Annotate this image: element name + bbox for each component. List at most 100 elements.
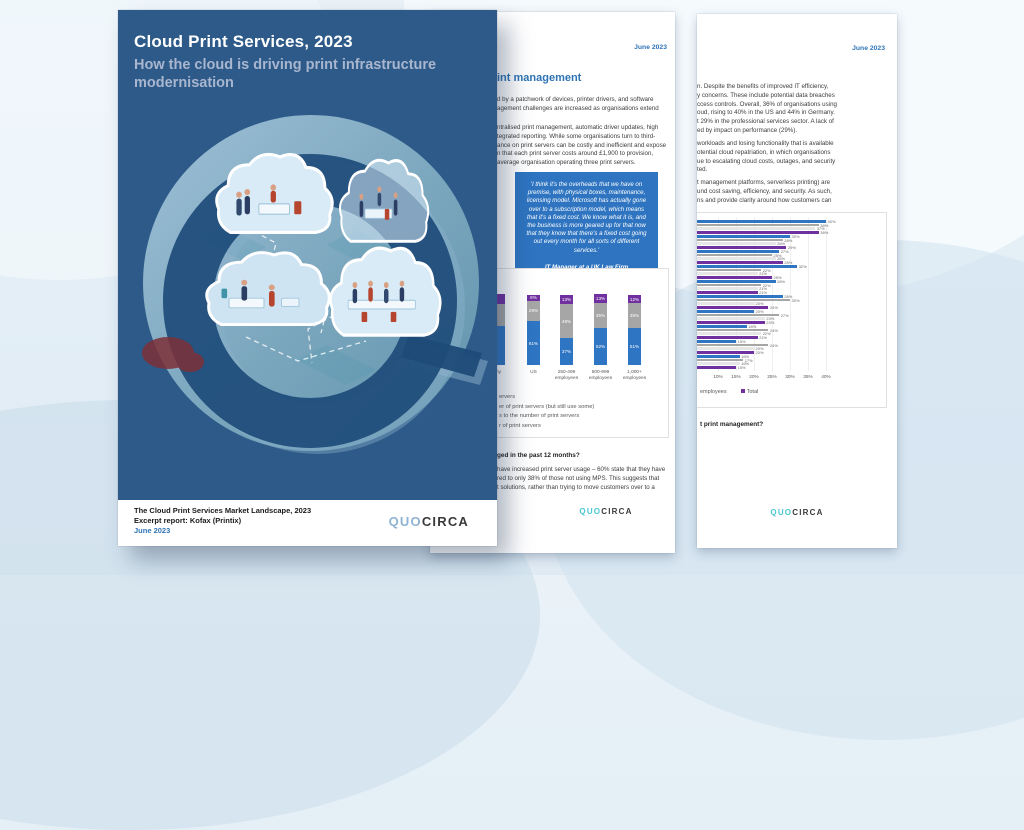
paragraph: d by a patchwork of devices, printer dri… <box>497 96 659 114</box>
pull-quote-box: 'I think it's the overheads that we have… <box>515 172 658 278</box>
text-line: t solutions, rather than trying to move … <box>497 483 655 491</box>
text-line: er of print servers (but still use some) <box>499 403 595 410</box>
quote-attribution: IT Manager at a UK Law Firm <box>523 264 650 271</box>
logo-circa: CIRCA <box>601 507 633 516</box>
hbar <box>697 355 740 358</box>
hbar <box>697 358 744 362</box>
bar-segment: 13% <box>560 294 573 305</box>
stacked-bar: 13% 48% 37% <box>560 294 573 365</box>
axis-tick-label: 40% <box>821 375 831 380</box>
page-date: June 2023 <box>634 44 667 51</box>
excerpt-report-label: Excerpt report: Kofax (Printix) <box>134 516 242 525</box>
logo-quo: QUO <box>579 507 602 516</box>
report-series-title: The Cloud Print Services Market Landscap… <box>134 506 312 515</box>
bar-segment: 8% <box>527 294 540 301</box>
hbar-value-label: 28% <box>784 294 793 300</box>
quocirca-logo: QUOCIRCA <box>389 514 469 529</box>
hbar <box>697 260 783 264</box>
hbar-value-label: 23% <box>766 316 775 322</box>
hbar-value-label: 28% <box>784 237 793 243</box>
hbar-value-label: 22% <box>762 267 771 273</box>
hbar <box>697 287 758 290</box>
bar-segment <box>492 293 505 304</box>
text-line: ed by impact on performance (29%). <box>697 126 798 134</box>
people-figures <box>236 184 302 216</box>
hbar-value-label: 24% <box>769 327 778 333</box>
text-line: agement challenges are increased as orga… <box>497 104 659 112</box>
grouped-bar-chart: 40% 38% 37% 38% 30% 28% 26% 29% 27% 25% 26% 28% 32% 2… <box>697 213 886 407</box>
cloud-icon <box>329 246 442 337</box>
hbar <box>697 265 798 268</box>
question-heading-fragment: ged in the past 12 months? <box>497 452 580 459</box>
gridline <box>790 217 791 371</box>
text-line: ns and provide clarity around how custom… <box>697 196 832 204</box>
hbar-value-label: 23% <box>766 320 775 325</box>
text-line: y concerns. These include potential data… <box>697 91 835 99</box>
text-line: d by a patchwork of devices, printer dri… <box>497 96 654 103</box>
paragraph: ntralised print management, automatic dr… <box>497 124 666 168</box>
hbar-value-label: 30% <box>791 234 800 240</box>
axis-tick-label: 15% <box>731 375 741 380</box>
hbar-value-label: 16% <box>741 354 750 360</box>
hbar-value-label: 21% <box>759 290 768 295</box>
hbar-value-label: 38% <box>820 222 829 228</box>
hbar <box>697 290 758 294</box>
bar-segment: 12% <box>628 294 641 304</box>
hbar-value-label: 28% <box>784 260 793 265</box>
q-tail <box>401 335 482 377</box>
logo-quo: QUO <box>770 508 793 517</box>
gridline <box>718 217 719 371</box>
chart-legend: ervers er of print servers (but still use… <box>499 393 594 431</box>
cover-subtitle: How the cloud is driving print infrastru… <box>134 57 437 91</box>
hbar-value-label: 20% <box>755 346 764 352</box>
text-line: red to only 38% of those not using MPS. … <box>497 474 660 482</box>
stacked-bar: 8% 29% 61% <box>527 294 540 365</box>
hbar <box>697 310 754 313</box>
logo-quo: QUO <box>388 514 422 529</box>
hbar <box>697 238 783 242</box>
text-line: oud, rising to 40% in the US and 44% in … <box>697 109 835 117</box>
paragraph: n. Despite the benefits of improved IT e… <box>697 83 837 136</box>
cloud-icon <box>205 251 331 327</box>
hbar-value-label: 22% <box>762 282 771 288</box>
bar-segment: 48% <box>560 304 573 339</box>
gridline <box>736 217 737 371</box>
hbar-value-label: 24% <box>769 305 778 310</box>
bar-segment: 37% <box>560 338 573 365</box>
logo-circa: CIRCA <box>421 514 469 529</box>
hbar <box>697 317 765 320</box>
hbar-value-label: 20% <box>755 301 764 307</box>
text-line: have increased print server usage – 60% … <box>497 466 666 473</box>
quocirca-logo: QUOCIRCA <box>497 507 675 516</box>
paragraph: workloads and losing functionality that … <box>697 140 835 175</box>
hbar <box>697 347 754 350</box>
hbar <box>697 332 762 335</box>
cover-footer: The Cloud Print Services Market Landscap… <box>118 500 497 546</box>
cover-illustration <box>142 115 488 454</box>
logo-circa: CIRCA <box>792 508 824 517</box>
hbar-value-label: 20% <box>755 309 764 315</box>
text-line: ted. <box>697 166 708 174</box>
hbar-value-label: 18% <box>748 324 757 330</box>
hbar-value-label: 21% <box>759 286 768 292</box>
text-line: s to the number of print servers <box>499 413 580 420</box>
cloud-icon <box>215 152 334 234</box>
hbar <box>697 313 780 317</box>
cover-title: Cloud Print Services, 2023 <box>134 32 353 51</box>
category-label: ny <box>495 370 502 375</box>
gridline <box>754 217 755 371</box>
hbar <box>697 235 790 238</box>
hbar-value-label: 40% <box>827 219 836 225</box>
text-line: ntralised print management, automatic dr… <box>497 124 659 131</box>
hbar <box>697 257 776 260</box>
figure-caption-fragment: t print management? <box>700 421 764 428</box>
text-line: workloads and losing functionality that … <box>697 140 834 147</box>
text-line: ue to escalating cloud costs, outages, a… <box>697 157 836 165</box>
hbar-value-label: 25% <box>773 252 782 258</box>
legend-swatch-total <box>740 389 745 393</box>
hbar <box>697 320 765 324</box>
category-label: 1,000+ employees <box>622 370 647 381</box>
gridline <box>772 217 773 371</box>
report-cover-page: Cloud Print Services, 2023 How the cloud… <box>118 10 497 546</box>
hbar-value-label: 21% <box>759 271 768 277</box>
